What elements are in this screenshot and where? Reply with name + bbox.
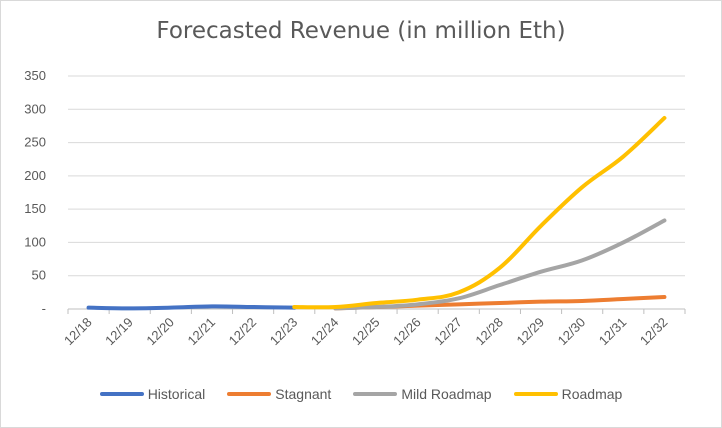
series-line-mild-roadmap [333, 218, 667, 311]
y-tick-label: 300 [24, 101, 46, 116]
x-tick-label: 12/26 [390, 315, 424, 349]
y-tick-label: 200 [24, 168, 46, 183]
x-tick-label: 12/24 [308, 315, 342, 349]
y-tick-label: 150 [24, 201, 46, 216]
x-tick-label: 12/32 [637, 315, 671, 349]
legend-label: Stagnant [275, 386, 332, 402]
y-tick-label: 50 [32, 268, 46, 283]
legend-label: Historical [147, 386, 206, 402]
legend-swatch [353, 392, 398, 396]
x-tick-label: 12/23 [267, 315, 301, 349]
y-tick-label: - [42, 301, 46, 316]
chart-title: Forecasted Revenue (in million Eth) [156, 18, 566, 44]
legend-swatch [99, 392, 144, 396]
legend-label: Roadmap [561, 386, 623, 402]
legend-item: Historical [99, 386, 206, 402]
y-axis-ticks: - 50 100 150 200 250 300 350 [24, 68, 46, 316]
series-lines [86, 115, 667, 311]
x-tick-label: 12/20 [143, 315, 177, 349]
legend-label: Mild Roadmap [401, 386, 492, 402]
y-tick-label: 350 [24, 68, 46, 83]
x-tick-label: 12/31 [596, 315, 630, 349]
y-tick-label: 250 [24, 135, 46, 150]
x-tick-label: 12/19 [102, 315, 136, 349]
x-tick-label: 12/18 [61, 315, 95, 349]
x-tick-label: 12/25 [349, 315, 383, 349]
x-axis-ticks: 12/18 12/19 12/20 12/21 12/22 12/23 12/24 12/25… [61, 309, 686, 349]
x-tick-label: 12/27 [431, 315, 465, 349]
legend: Historical Stagnant Mild Roadmap Roadmap [0, 386, 722, 402]
legend-item: Stagnant [227, 386, 331, 402]
legend-item: Roadmap [513, 386, 623, 402]
legend-swatch [513, 392, 558, 396]
x-tick-label: 12/30 [555, 315, 589, 349]
legend-swatch [227, 392, 272, 396]
series-line-historical [86, 304, 297, 311]
series-line-roadmap [292, 115, 667, 310]
x-tick-label: 12/29 [514, 315, 548, 349]
y-tick-label: 100 [24, 234, 46, 249]
x-tick-label: 12/22 [226, 315, 260, 349]
x-tick-label: 12/21 [184, 315, 218, 349]
x-tick-label: 12/28 [472, 315, 506, 349]
legend-item: Mild Roadmap [353, 386, 492, 402]
gridlines [68, 75, 685, 310]
